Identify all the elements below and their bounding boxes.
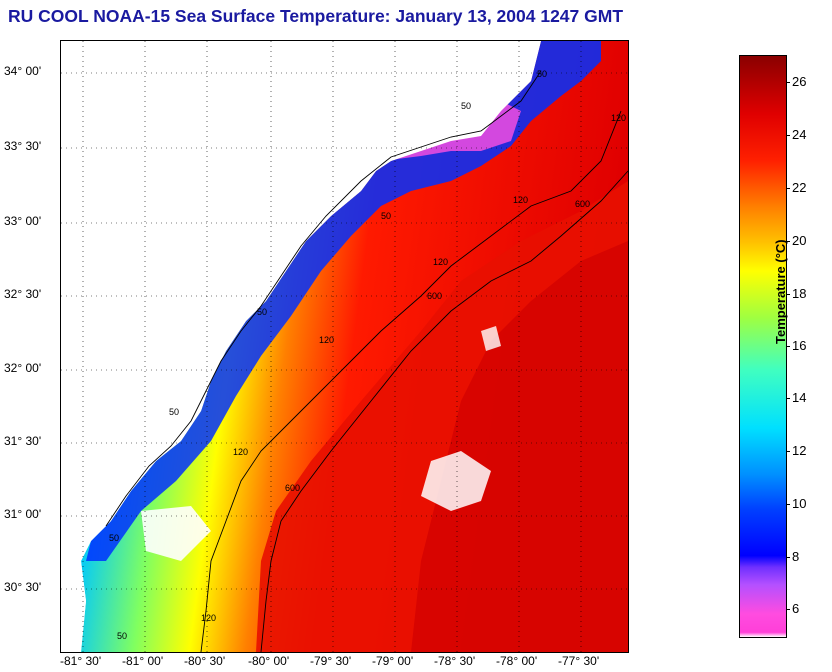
colorbar-tick-mark bbox=[786, 398, 790, 399]
contour-label: 600 bbox=[285, 483, 300, 493]
lon-label: -80° 00' bbox=[248, 654, 290, 668]
contour-label: 120 bbox=[201, 613, 216, 623]
contour-label: 120 bbox=[233, 447, 248, 457]
colorbar-tick-label: 18 bbox=[792, 286, 807, 301]
colorbar-tick-mark bbox=[786, 504, 790, 505]
colorbar-tick-label: 24 bbox=[792, 127, 807, 142]
colorbar-tick-mark bbox=[786, 82, 790, 83]
lon-label: -80° 30' bbox=[184, 654, 226, 668]
lon-label: -78° 30' bbox=[434, 654, 476, 668]
colorbar-tick-label: 16 bbox=[792, 338, 807, 353]
colorbar-tick-label: 22 bbox=[792, 180, 807, 195]
contour-label: 50 bbox=[169, 407, 179, 417]
temperature-colorbar bbox=[739, 55, 787, 638]
lat-label: 34° 00' bbox=[4, 64, 42, 78]
colorbar-tick-mark bbox=[786, 188, 790, 189]
contour-label: 50 bbox=[109, 533, 119, 543]
contour-120m bbox=[200, 110, 622, 652]
contour-label: 120 bbox=[433, 257, 448, 267]
lat-label: 31° 00' bbox=[4, 507, 42, 521]
lat-label: 32° 00' bbox=[4, 361, 42, 375]
contour-label: 50 bbox=[381, 211, 391, 221]
contour-label: 120 bbox=[611, 113, 626, 123]
colorbar-tick-mark bbox=[786, 241, 790, 242]
colorbar-tick-mark bbox=[786, 294, 790, 295]
contour-label: 600 bbox=[427, 291, 442, 301]
coastline-land bbox=[61, 41, 541, 652]
lat-label: 31° 30' bbox=[4, 434, 42, 448]
lon-label: -81° 30' bbox=[60, 654, 102, 668]
lon-label: -81° 00' bbox=[122, 654, 164, 668]
colorbar-tick-label: 14 bbox=[792, 390, 807, 405]
lat-label: 33° 00' bbox=[4, 214, 42, 228]
lon-label: -79° 30' bbox=[310, 654, 352, 668]
contour-50m bbox=[105, 70, 542, 527]
cloud-patch bbox=[421, 451, 491, 511]
colorbar-tick-label: 12 bbox=[792, 443, 807, 458]
contour-label: 120 bbox=[319, 335, 334, 345]
lon-label: -79° 00' bbox=[372, 654, 414, 668]
colorbar-tick-mark bbox=[786, 135, 790, 136]
lat-label: 32° 30' bbox=[4, 287, 42, 301]
lon-label: -77° 30' bbox=[558, 654, 600, 668]
contour-label: 50 bbox=[117, 631, 127, 641]
colorbar-tick-label: 20 bbox=[792, 233, 807, 248]
contour-label: 600 bbox=[575, 199, 590, 209]
cloud-patch bbox=[481, 326, 501, 351]
contour-label: 50 bbox=[537, 69, 547, 79]
deep-red-pool bbox=[411, 241, 628, 652]
contour-label: 50 bbox=[461, 101, 471, 111]
map-title: RU COOL NOAA-15 Sea Surface Temperature:… bbox=[8, 6, 624, 26]
contour-600m bbox=[260, 170, 628, 652]
colorbar-tick-mark bbox=[786, 346, 790, 347]
colorbar-tick-label: 6 bbox=[792, 601, 800, 616]
colorbar-tick-mark bbox=[786, 451, 790, 452]
graticule bbox=[61, 41, 628, 652]
contour-label: 120 bbox=[513, 195, 528, 205]
colorbar-tick-mark bbox=[786, 557, 790, 558]
colorbar-tick-label: 26 bbox=[792, 74, 807, 89]
colorbar-tick-label: 8 bbox=[792, 549, 800, 564]
cloud-patch bbox=[141, 506, 211, 561]
lat-label: 30° 30' bbox=[4, 580, 42, 594]
colorbar-title: Temperature (°C) bbox=[773, 239, 788, 344]
sst-map: 50 50 50 50 50 50 50 120 120 120 120 120… bbox=[60, 40, 629, 653]
colorbar-tick-label: 10 bbox=[792, 496, 807, 511]
colorbar-tick-mark bbox=[786, 609, 790, 610]
lat-label: 33° 30' bbox=[4, 139, 42, 153]
lon-label: -78° 00' bbox=[496, 654, 538, 668]
sst-map-graphic: 50 50 50 50 50 50 50 120 120 120 120 120… bbox=[61, 41, 628, 652]
coastal-cold-band bbox=[86, 41, 601, 561]
contour-label: 50 bbox=[257, 307, 267, 317]
